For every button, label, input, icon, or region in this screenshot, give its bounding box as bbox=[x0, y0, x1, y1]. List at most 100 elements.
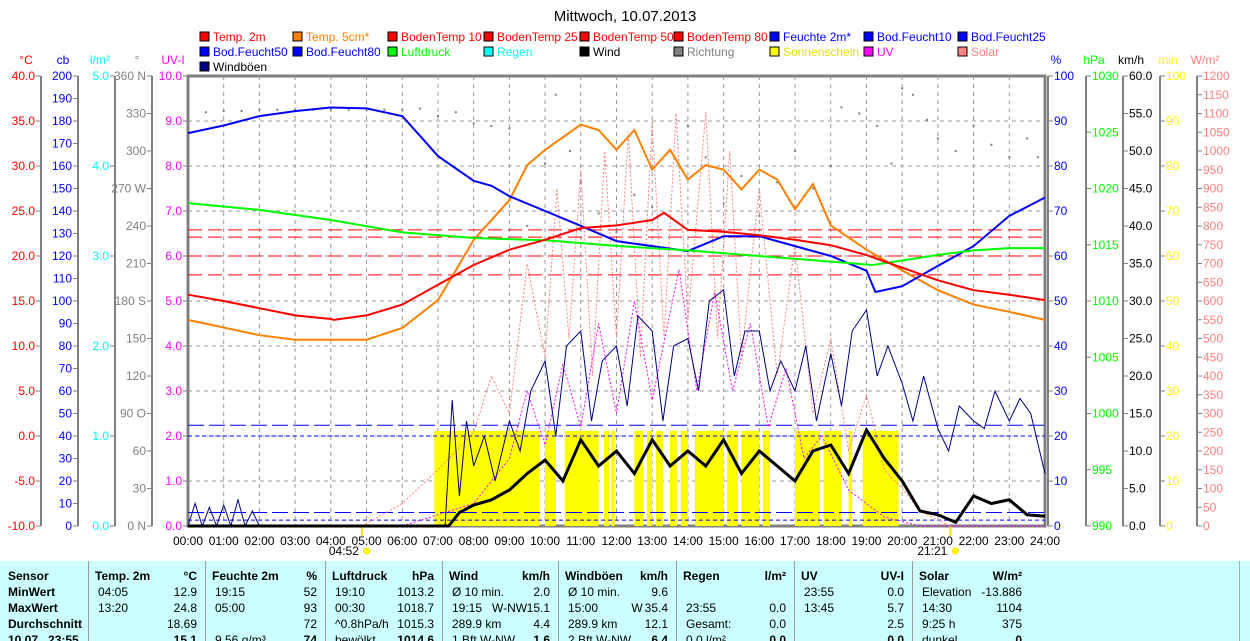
x-tick-label: 01:00 bbox=[209, 534, 239, 548]
stat-value: 1104 bbox=[996, 601, 1022, 615]
sunshine-bar bbox=[762, 430, 771, 526]
direction-point bbox=[294, 108, 297, 111]
axis-unit-label: °C bbox=[19, 53, 33, 67]
axis-tick-label: 25.0 bbox=[1129, 332, 1153, 346]
sensor-label: MaxWert bbox=[8, 601, 58, 615]
x-tick-label: 09:00 bbox=[494, 534, 524, 548]
stat-label: 05:00 bbox=[215, 601, 246, 615]
column-separator bbox=[558, 561, 559, 641]
axis-tick-label: 10.0 bbox=[159, 69, 183, 83]
stat-label: 0.0 l/m² bbox=[686, 633, 727, 641]
axis-tick-label: 60.0 bbox=[1129, 69, 1153, 83]
direction-point bbox=[597, 212, 600, 215]
direction-point bbox=[1008, 156, 1011, 159]
axis-tick-label: 90 bbox=[59, 317, 73, 331]
axis-tick-label: 35.0 bbox=[12, 114, 36, 128]
legend-swatch bbox=[957, 46, 968, 57]
x-tick-label: 16:00 bbox=[744, 534, 774, 548]
direction-point bbox=[972, 125, 975, 127]
column-separator bbox=[676, 561, 677, 641]
axis-tick-label: 0 bbox=[1203, 519, 1210, 533]
stat-label: 14:30 bbox=[922, 601, 953, 615]
axis-tick-label: 7.0 bbox=[165, 204, 182, 218]
stat-value: 1015.3 bbox=[397, 617, 434, 631]
legend-swatch bbox=[483, 31, 494, 42]
axis-tick-label: 80 bbox=[1166, 159, 1180, 173]
axis-tick-label: 110 bbox=[53, 272, 72, 286]
axis-tick-label: 700 bbox=[1203, 257, 1223, 271]
axis-tick-label: 1025 bbox=[1092, 125, 1119, 139]
series-line-uv bbox=[402, 269, 1045, 527]
x-tick-label: 21:00 bbox=[923, 534, 953, 548]
axis-tick-label: -5.0 bbox=[14, 474, 35, 488]
x-tick-label: 14:00 bbox=[673, 534, 703, 548]
axis-tick-label: 20.0 bbox=[1129, 369, 1153, 383]
axis-tick-label: 1010 bbox=[1092, 294, 1119, 308]
scrollbar[interactable] bbox=[1239, 561, 1250, 641]
stat-value: 24.8 bbox=[173, 601, 197, 615]
direction-point bbox=[204, 111, 207, 114]
axis-tick-label: 150 bbox=[52, 182, 72, 196]
axis-tick-label: 5.0 bbox=[1129, 482, 1146, 496]
axis-tick-label: 1015 bbox=[1092, 238, 1119, 252]
axis-tick-label: 180 bbox=[52, 114, 72, 128]
stat-value: 1018.7 bbox=[397, 601, 434, 615]
legend-swatch bbox=[199, 61, 210, 72]
section-unit: km/h bbox=[521, 569, 550, 583]
series-line-luftdruck bbox=[187, 202, 1045, 267]
sunshine-bar bbox=[795, 430, 821, 526]
direction-point bbox=[579, 181, 582, 184]
axis-tick-label: 850 bbox=[1203, 200, 1223, 214]
series-line-feuchte-2m- bbox=[187, 106, 1046, 294]
sunshine-bar bbox=[564, 430, 599, 526]
axis-tick-label: 60 bbox=[59, 384, 73, 398]
stat-value: 0.0 bbox=[769, 617, 786, 631]
direction-point bbox=[901, 87, 904, 90]
axis-tick-label: 55.0 bbox=[1129, 107, 1153, 121]
stat-label: 13:20 bbox=[98, 601, 129, 615]
stat-label: 2 Bft W-NW bbox=[568, 633, 632, 641]
direction-point bbox=[222, 110, 225, 112]
column-separator bbox=[88, 561, 89, 641]
axis-tick-label: 0.0 bbox=[165, 519, 182, 533]
stat-label: Elevation bbox=[922, 585, 972, 599]
axis-tick-label: 160 bbox=[52, 159, 72, 173]
x-tick-label: 08:00 bbox=[459, 534, 489, 548]
legend-label: Bod.Feucht25 bbox=[971, 30, 1046, 44]
axis-tick-label: 90 O bbox=[120, 407, 146, 421]
sun-icon bbox=[951, 547, 959, 555]
sunshine-bar bbox=[545, 430, 556, 526]
legend-label: Bod.Feucht10 bbox=[877, 30, 952, 44]
axis-tick-label: 50 bbox=[1054, 294, 1068, 308]
legend-label: BodenTemp 25 bbox=[497, 30, 578, 44]
legend-swatch bbox=[957, 31, 968, 42]
axis-tick-label: 30 bbox=[133, 482, 147, 496]
direction-point bbox=[758, 215, 761, 217]
direction-point bbox=[454, 111, 457, 114]
axis-tick-label: 360 N bbox=[114, 69, 146, 83]
stat-value: 2.5 bbox=[887, 617, 904, 631]
sunshine-bar bbox=[680, 430, 688, 526]
axis-tick-label: 25.0 bbox=[12, 204, 36, 218]
legend-swatch bbox=[199, 31, 210, 42]
direction-point bbox=[840, 106, 843, 109]
legend-label: UV bbox=[877, 45, 894, 59]
direction-point bbox=[240, 110, 243, 112]
direction-point bbox=[365, 108, 368, 111]
stat-label: 23:55 bbox=[804, 585, 835, 599]
column-separator bbox=[325, 561, 326, 641]
axis-tick-label: 30 bbox=[59, 452, 73, 466]
direction-point bbox=[926, 118, 929, 121]
x-tick-label: 00:00 bbox=[173, 534, 203, 548]
sun-icon bbox=[363, 547, 371, 555]
axis-tick-label: 50 bbox=[1203, 500, 1217, 514]
legend-label: Regen bbox=[497, 45, 532, 59]
axis-tick-label: 550 bbox=[1203, 313, 1223, 327]
legend-label: Bod.Feucht80 bbox=[306, 45, 381, 59]
axis-unit-label: min bbox=[1158, 53, 1177, 67]
section-unit: % bbox=[306, 569, 317, 583]
stat-value: 375 bbox=[1001, 617, 1022, 631]
stat-value: 74 bbox=[303, 633, 317, 641]
axis-tick-label: 1050 bbox=[1203, 125, 1230, 139]
axis-tick-label: 200 bbox=[52, 69, 72, 83]
